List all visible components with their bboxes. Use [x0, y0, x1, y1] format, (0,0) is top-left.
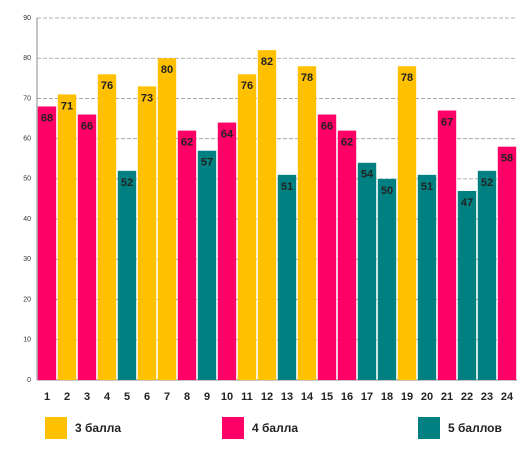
bar — [77, 114, 97, 381]
x-tick-label: 8 — [184, 391, 190, 403]
value-label: 66 — [321, 120, 333, 132]
value-label: 76 — [101, 80, 113, 92]
x-tick-label: 3 — [84, 391, 90, 403]
y-tick-label: 90 — [23, 15, 31, 22]
bar — [397, 66, 417, 381]
value-label: 73 — [141, 92, 153, 104]
legend-swatch — [45, 417, 67, 439]
x-tick-label: 18 — [381, 391, 393, 403]
bar — [337, 130, 357, 380]
value-label: 67 — [441, 116, 453, 128]
legend-label: 5 баллов — [448, 421, 502, 435]
legend-label: 3 балла — [75, 421, 121, 435]
x-tick-label: 1 — [44, 391, 50, 403]
bar — [117, 170, 137, 380]
y-tick-label: 50 — [23, 176, 31, 183]
y-tick-label: 40 — [23, 216, 31, 223]
bar — [97, 74, 117, 381]
y-tick-label: 60 — [23, 136, 31, 143]
bar — [237, 74, 257, 381]
x-tick-label: 22 — [461, 391, 473, 403]
value-label: 62 — [181, 137, 193, 149]
y-tick-label: 0 — [27, 377, 31, 384]
x-tick-label: 5 — [124, 391, 130, 403]
x-tick-label: 14 — [301, 391, 314, 403]
bar — [137, 86, 157, 380]
value-label: 52 — [121, 177, 133, 189]
value-label: 51 — [421, 181, 433, 193]
y-tick-label: 70 — [23, 95, 31, 102]
value-label: 50 — [381, 185, 393, 197]
bar — [57, 94, 77, 380]
bar — [277, 174, 297, 380]
bar — [157, 58, 177, 380]
bar — [317, 114, 337, 381]
x-tick-label: 24 — [501, 391, 514, 403]
x-tick-label: 6 — [144, 391, 150, 403]
x-tick-label: 19 — [401, 391, 413, 403]
bar — [457, 190, 477, 380]
value-label: 52 — [481, 177, 493, 189]
x-tick-label: 12 — [261, 391, 273, 403]
value-label: 76 — [241, 80, 253, 92]
y-tick-label: 80 — [23, 55, 31, 62]
bar — [377, 178, 397, 380]
x-tick-label: 17 — [361, 391, 373, 403]
value-label: 51 — [281, 181, 293, 193]
bar — [197, 150, 217, 380]
bar — [497, 146, 517, 380]
bar — [357, 162, 377, 380]
value-label: 68 — [41, 112, 53, 124]
legend-swatch — [418, 417, 440, 439]
x-tick-label: 16 — [341, 391, 353, 403]
y-tick-label: 20 — [23, 296, 31, 303]
x-tick-label: 21 — [441, 391, 453, 403]
bar — [477, 170, 497, 380]
value-label: 58 — [501, 153, 513, 165]
value-label: 82 — [261, 56, 273, 68]
bar — [417, 174, 437, 380]
value-label: 78 — [301, 72, 313, 84]
x-tick-label: 23 — [481, 391, 493, 403]
bar — [217, 122, 237, 381]
value-label: 80 — [161, 64, 173, 76]
bar — [297, 66, 317, 381]
bar — [177, 130, 197, 380]
legend-label: 4 балла — [252, 421, 298, 435]
x-tick-label: 2 — [64, 391, 70, 403]
legend-swatch — [222, 417, 244, 439]
x-tick-label: 10 — [221, 391, 233, 403]
x-tick-label: 15 — [321, 391, 333, 403]
value-label: 47 — [461, 197, 473, 209]
bar — [437, 110, 457, 380]
value-label: 78 — [401, 72, 413, 84]
x-tick-label: 11 — [241, 391, 253, 403]
value-label: 62 — [341, 137, 353, 149]
value-label: 54 — [361, 169, 374, 181]
value-label: 57 — [201, 157, 213, 169]
bar — [37, 106, 57, 380]
x-tick-label: 4 — [104, 391, 111, 403]
bar — [257, 50, 277, 381]
x-tick-label: 13 — [281, 391, 293, 403]
y-tick-label: 10 — [23, 337, 31, 344]
x-tick-label: 20 — [421, 391, 433, 403]
value-label: 71 — [61, 100, 73, 112]
x-tick-label: 7 — [164, 391, 170, 403]
x-tick-label: 9 — [204, 391, 210, 403]
y-tick-label: 30 — [23, 256, 31, 263]
value-label: 64 — [221, 128, 234, 140]
value-label: 66 — [81, 120, 93, 132]
